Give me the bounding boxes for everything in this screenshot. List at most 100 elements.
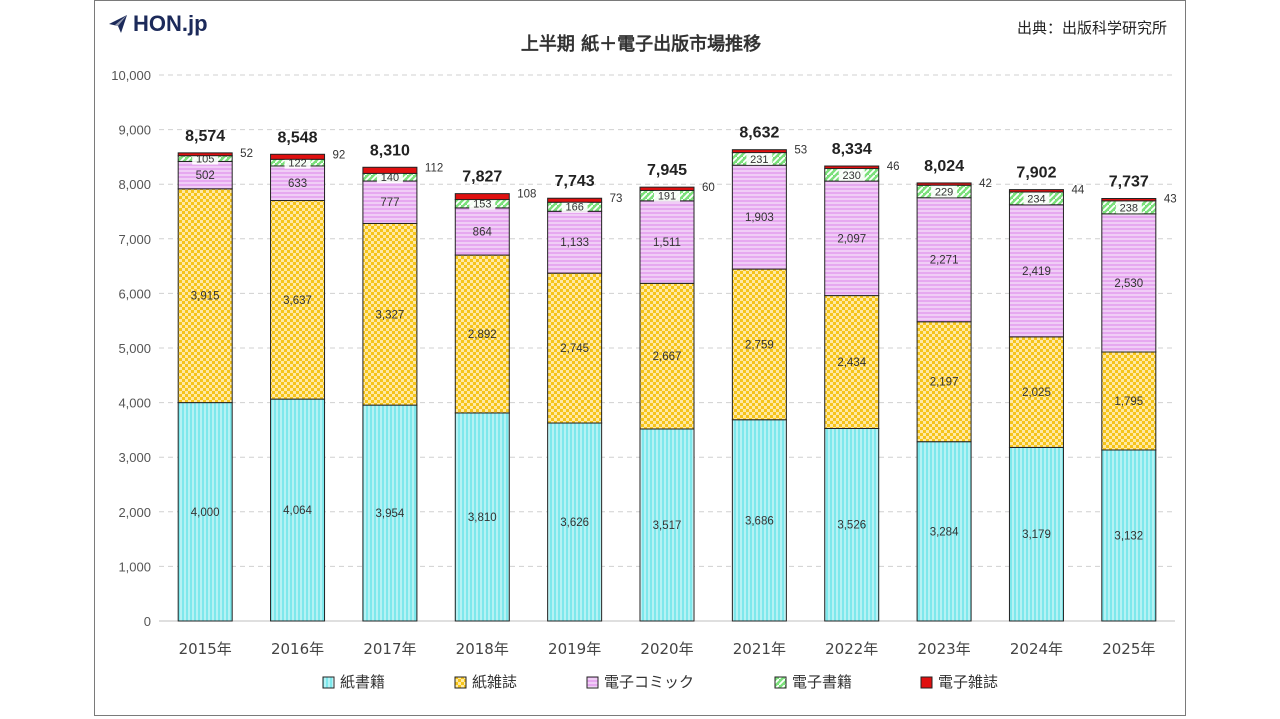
data-label: 3,954 [376,508,405,520]
bar-segment [177,152,233,157]
legend-swatch [322,676,335,689]
source-note: 出典：出版科学研究所 [1016,19,1167,37]
bar-segment [824,165,880,170]
x-tick-label: 2015年 [179,640,232,658]
total-label: 7,945 [647,162,687,179]
data-label: 2,667 [653,351,682,363]
data-label: 229 [935,186,953,198]
data-label: 633 [288,178,307,190]
total-label: 8,310 [370,142,410,159]
data-label: 44 [1071,185,1084,197]
label-background [561,200,588,213]
y-tick-label: 1,000 [118,559,151,574]
data-label: 231 [750,154,768,166]
data-label: 4,064 [283,505,312,517]
legend-label: 紙書籍 [340,673,385,691]
data-label: 3,132 [1114,530,1143,542]
x-tick-label: 2022年 [825,640,878,658]
data-label: 52 [240,148,253,160]
total-label: 8,548 [278,129,318,146]
bar-segment [1101,213,1157,353]
x-tick-label: 2016年 [271,640,324,658]
bar-segment [639,428,695,622]
total-label: 7,737 [1109,174,1149,191]
paper-plane-icon [107,13,129,35]
total-label: 8,632 [739,125,779,142]
data-label: 1,133 [560,237,589,249]
data-label: 140 [381,172,399,184]
bar-stack: 4,000 3,915 502 105 52 [177,148,253,622]
data-label: 3,626 [560,517,589,529]
data-label: 46 [887,161,900,173]
y-tick-label: 3,000 [118,450,151,465]
chart-plot: 0 1,000 2,000 3,000 4,000 5,000 6,000 7,000 8,00… [111,68,1176,691]
data-label: 1,795 [1114,396,1143,408]
data-label: 864 [473,226,493,238]
data-label: 112 [425,162,443,174]
bar-stack: 3,810 2,892 864 153 108 [454,189,536,622]
label-background [469,197,496,210]
total-label: 7,902 [1016,165,1056,182]
bar-segment [270,165,326,202]
data-label: 2,097 [837,233,866,245]
bar-segment [731,149,787,154]
bar-segment [547,210,603,274]
bar-segment [270,153,326,160]
label-background [1115,201,1142,214]
data-label: 166 [565,202,583,214]
bar-segment [547,272,603,424]
data-label: 3,915 [191,291,220,303]
legend-swatch [920,676,933,689]
data-label: 238 [1120,202,1138,214]
bar-segment [547,197,603,203]
legend-label: 電子コミック [604,673,694,691]
data-label: 2,892 [468,329,497,341]
y-tick-label: 7,000 [118,232,151,247]
y-tick-label: 9,000 [118,123,151,138]
bar-segment [1101,449,1157,622]
x-tick-label: 2019年 [548,640,601,658]
data-label: 3,284 [930,526,959,538]
x-tick-label: 2018年 [456,640,509,658]
data-label: 3,637 [283,295,312,307]
bar-segment [916,197,972,323]
data-label: 2,745 [560,343,589,355]
data-label: 73 [610,193,623,205]
x-tick-label: 2021年 [733,640,786,658]
y-tick-label: 0 [144,614,151,629]
total-label: 8,574 [185,128,225,145]
bar-segment [547,422,603,622]
data-label: 3,327 [376,309,405,321]
legend-label: 電子書籍 [792,673,852,691]
bar-segment [270,200,326,400]
label-background [1023,192,1050,205]
bar-segment [731,419,787,622]
total-label: 7,743 [555,173,595,190]
data-label: 3,686 [745,515,774,527]
bar-segment [362,404,418,622]
data-label: 2,025 [1022,387,1051,399]
legend-swatch [586,676,599,689]
bar-segment [1008,336,1064,448]
bar-segment [1101,351,1157,451]
data-label: 60 [702,182,715,194]
bar-segment [916,182,972,186]
bar-segment [824,427,880,622]
data-label: 3,810 [468,512,497,524]
x-tick-label: 2024年 [1010,640,1063,658]
bar-segment [1008,189,1064,193]
bar-segment [362,180,418,224]
legend: 紙書籍 紙雑誌 電子コミック 電子書籍 電子雑誌 [322,673,998,691]
bar-segment [731,268,787,421]
brand-logo-text: HON.jp [133,11,208,36]
bar-segment [177,402,233,622]
bar-stack: 3,179 2,025 2,419 234 44 [1008,185,1085,622]
label-background [654,189,680,202]
data-label: 2,759 [745,339,774,351]
bar-segment [1008,204,1064,338]
x-tick-label: 2020年 [640,640,693,658]
chart-title: 上半期 紙＋電子出版市場推移 [520,34,762,55]
y-tick-label: 8,000 [118,177,151,192]
bar-segment [454,207,510,256]
legend-swatch [774,676,787,689]
